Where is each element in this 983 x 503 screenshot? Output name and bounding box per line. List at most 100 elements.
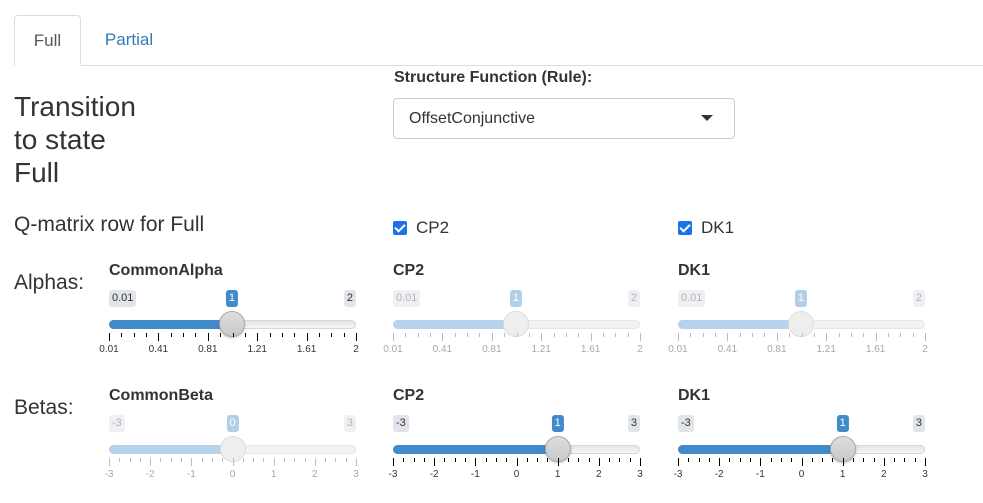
slider-minor-tick <box>770 458 772 462</box>
slider-tick-label: 1.21 <box>531 344 551 355</box>
slider-major-tick <box>393 458 394 466</box>
slider-label: CommonBeta <box>109 387 214 404</box>
slider-major-tick <box>678 458 679 466</box>
slider-major-tick <box>393 333 394 341</box>
alphas-label: Alphas: <box>14 271 85 294</box>
checkbox-checked-icon[interactable] <box>393 221 407 235</box>
slider-tick-label: -2 <box>714 469 724 480</box>
slider-major-tick <box>356 458 357 466</box>
slider-minor-tick <box>629 458 631 462</box>
slider-minor-tick <box>454 333 456 337</box>
slider-major-tick <box>150 458 152 466</box>
slider-major-tick <box>442 333 444 341</box>
slider-minor-tick <box>423 458 425 462</box>
checkbox-label: CP2 <box>416 218 450 237</box>
slider-minor-tick <box>702 333 704 337</box>
slider-major-tick <box>314 458 316 466</box>
slider-minor-tick <box>170 458 172 462</box>
slider-minor-tick <box>479 333 481 337</box>
slider-minor-tick <box>811 458 813 462</box>
slider-minor-tick <box>528 333 530 337</box>
slider-min-label: -3 <box>109 415 125 432</box>
slider-tick-label: 2 <box>881 469 887 480</box>
structure-function-label: Structure Function (Rule): <box>394 69 593 86</box>
slider-minor-tick <box>627 333 629 337</box>
slider-minor-tick <box>139 458 141 462</box>
slider-major-tick <box>925 333 926 341</box>
slider-minor-tick <box>602 333 604 337</box>
slider-min-label: 0.01 <box>678 290 706 307</box>
slider-minor-tick <box>914 458 916 462</box>
slider-value-label: 1 <box>551 415 564 432</box>
slider-minor-tick <box>698 458 700 462</box>
slider-common-beta: CommonBeta -3 3 0 -3 -2 -1 0 1 2 3 <box>105 387 359 487</box>
slider-minor-tick <box>504 333 506 337</box>
slider-minor-tick <box>304 458 306 462</box>
tab-full[interactable]: Full <box>14 15 81 66</box>
slider-major-tick <box>640 458 641 466</box>
slider-ticks: -3 -2 -1 0 1 2 3 <box>105 458 359 484</box>
slider-minor-tick <box>516 333 518 337</box>
slider-tick-label: -2 <box>145 469 155 480</box>
tab-divider <box>14 65 983 66</box>
slider-minor-tick <box>750 458 752 462</box>
slider-tick-label: 3 <box>922 469 928 480</box>
slider-minor-tick <box>813 333 815 337</box>
page-title-line: to state <box>14 124 106 155</box>
slider-minor-tick <box>578 333 580 337</box>
slider-handle[interactable] <box>218 311 245 337</box>
slider-minor-tick <box>894 458 896 462</box>
qmatrix-checkbox-cp2[interactable]: CP2 <box>393 218 449 238</box>
slider-tick-label: 3 <box>637 469 643 480</box>
slider-minor-tick <box>222 458 224 462</box>
slider-major-tick <box>191 458 193 466</box>
slider-minor-tick <box>160 458 162 462</box>
slider-minor-tick <box>444 458 446 462</box>
slider-tick-label: 0.01 <box>383 344 403 355</box>
slider-major-tick <box>557 458 559 466</box>
slider-tick-label: 1 <box>270 469 277 480</box>
slider-minor-tick <box>263 458 265 462</box>
slider-minor-tick <box>715 333 717 337</box>
slider-minor-tick <box>904 458 906 462</box>
slider-fill <box>678 320 801 329</box>
slider-tick-label: 0.81 <box>482 344 502 355</box>
slider-major-tick <box>842 458 844 466</box>
slider-minor-tick <box>335 458 337 462</box>
slider-minor-tick <box>201 458 203 462</box>
slider-major-tick <box>678 333 679 341</box>
slider-label: CommonAlpha <box>109 262 223 279</box>
slider-max-label: 3 <box>343 415 356 432</box>
slider-common-alpha: CommonAlpha 0.01 2 1 0.01 0.41 0.81 1.21 1.61 2 <box>99 262 359 362</box>
slider-minor-tick <box>129 458 131 462</box>
slider-major-tick <box>801 458 803 466</box>
slider-minor-tick <box>609 458 611 462</box>
slider-minor-tick <box>789 333 791 337</box>
slider-minor-tick <box>553 333 555 337</box>
slider-tick-label: 1 <box>839 469 846 480</box>
betas-label: Betas: <box>14 396 74 419</box>
slider-major-tick <box>590 333 592 341</box>
slider-tick-label: -1 <box>186 469 196 480</box>
slider-minor-tick <box>331 333 333 337</box>
slider-minor-tick <box>121 333 123 337</box>
slider-value-label: 0 <box>226 415 239 432</box>
qmatrix-checkbox-dk1[interactable]: DK1 <box>678 218 734 238</box>
slider-minor-tick <box>912 333 914 337</box>
page-title: Transition to state Full <box>14 90 136 189</box>
slider-minor-tick <box>283 458 285 462</box>
slider-tick-label: -3 <box>388 469 398 480</box>
tab-partial[interactable]: Partial <box>104 30 154 49</box>
slider-minor-tick <box>863 333 865 337</box>
slider-minor-tick <box>133 333 135 337</box>
checkbox-label: DK1 <box>701 218 735 237</box>
slider-minor-tick <box>244 333 246 337</box>
slider-major-tick <box>109 458 110 466</box>
slider-tick-label: 3 <box>353 469 359 480</box>
slider-minor-tick <box>318 333 320 337</box>
slider-handle <box>219 436 246 462</box>
checkbox-checked-icon[interactable] <box>678 221 692 235</box>
slider-beta-cp2: CP2 -3 3 1 -3 -2 -1 0 1 2 3 <box>389 387 643 487</box>
slider-minor-tick <box>752 333 754 337</box>
structure-function-select[interactable]: OffsetConjunctive <box>393 98 735 139</box>
